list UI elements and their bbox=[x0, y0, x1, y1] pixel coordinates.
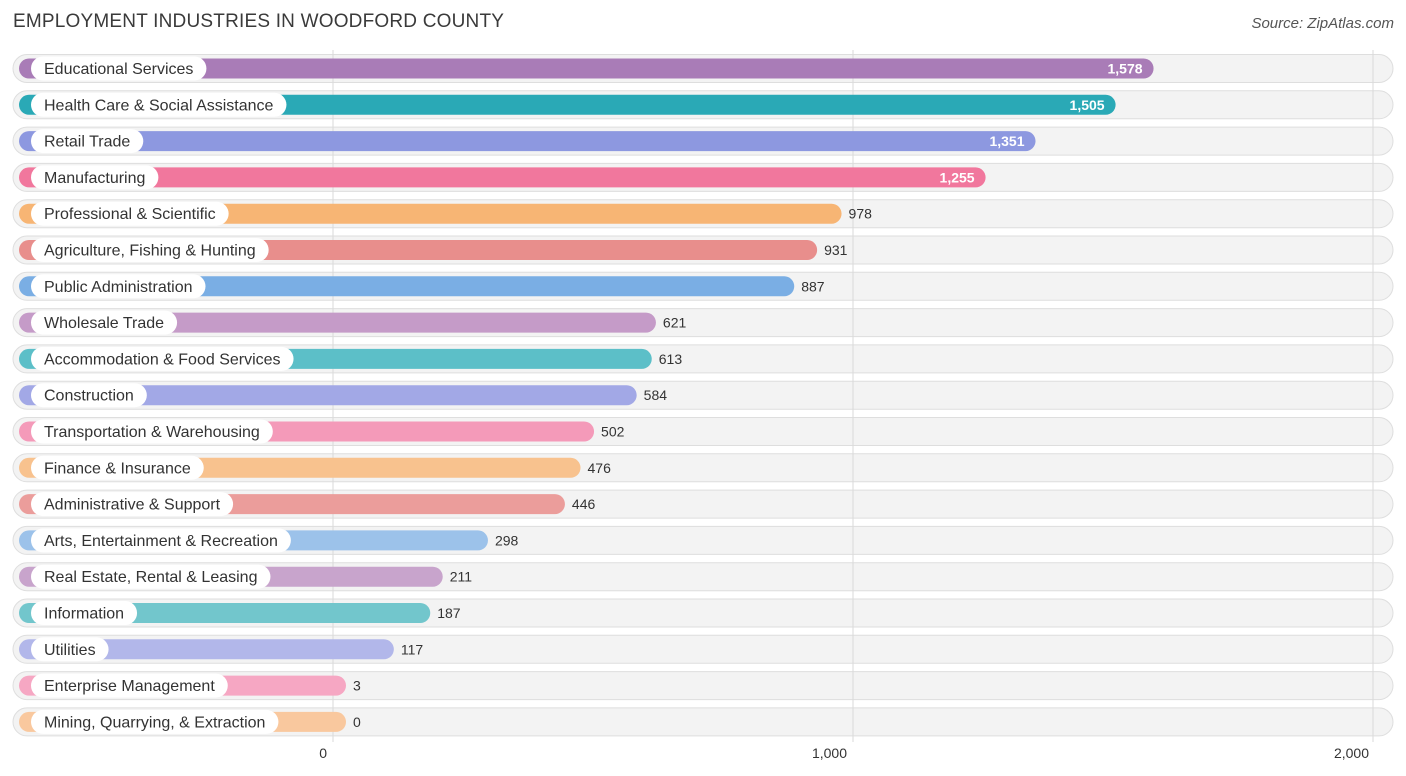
value-label: 887 bbox=[801, 278, 825, 294]
category-label: Public Administration bbox=[44, 279, 193, 296]
category-label-pill bbox=[31, 492, 234, 517]
category-label-pill bbox=[31, 346, 294, 371]
value-label: 502 bbox=[601, 424, 625, 440]
value-label: 621 bbox=[663, 315, 687, 331]
value-label: 613 bbox=[659, 351, 683, 367]
value-label: 1,505 bbox=[1070, 97, 1105, 113]
row-background bbox=[12, 671, 1394, 701]
category-label: Accommodation & Food Services bbox=[44, 351, 281, 368]
value-label: 211 bbox=[450, 569, 473, 585]
category-label: Construction bbox=[44, 388, 134, 405]
value-label: 3 bbox=[353, 678, 361, 694]
category-label-pill bbox=[31, 274, 206, 299]
chart-title: EMPLOYMENT INDUSTRIES IN WOODFORD COUNTY bbox=[13, 11, 505, 32]
category-label: Mining, Quarrying, & Extraction bbox=[44, 714, 265, 731]
value-label: 1,255 bbox=[940, 169, 975, 185]
bar bbox=[19, 94, 1116, 115]
category-label-pill bbox=[31, 238, 269, 262]
category-label: Professional & Scientific bbox=[44, 206, 216, 223]
category-label: Health Care & Social Assistance bbox=[44, 97, 274, 114]
category-label-pill bbox=[31, 709, 279, 734]
value-label: 298 bbox=[495, 532, 519, 548]
value-label: 1,578 bbox=[1108, 61, 1143, 77]
value-label: 1,351 bbox=[989, 133, 1024, 149]
value-label: 931 bbox=[824, 242, 848, 258]
value-label: 978 bbox=[849, 206, 873, 222]
value-label: 446 bbox=[572, 496, 596, 512]
category-label-pill bbox=[31, 601, 138, 625]
category-label-pill bbox=[31, 419, 273, 444]
category-label-pill bbox=[31, 129, 144, 154]
x-tick-label: 2,000 bbox=[1334, 745, 1369, 761]
value-label: 0 bbox=[353, 714, 361, 730]
category-label: Transportation & Warehousing bbox=[44, 424, 260, 441]
category-label: Educational Services bbox=[44, 61, 193, 78]
category-label-pill bbox=[31, 673, 228, 698]
category-label-pill bbox=[31, 92, 287, 117]
category-label-pill bbox=[31, 201, 229, 226]
value-label: 584 bbox=[644, 387, 668, 403]
category-label: Real Estate, Rental & Leasing bbox=[44, 569, 257, 586]
value-label: 117 bbox=[401, 641, 424, 657]
bar bbox=[19, 639, 394, 660]
bar bbox=[19, 385, 637, 406]
category-label: Enterprise Management bbox=[44, 678, 215, 695]
x-tick-label: 0 bbox=[319, 745, 327, 761]
bar bbox=[19, 58, 1154, 79]
category-label-pill bbox=[31, 455, 204, 480]
category-label: Finance & Insurance bbox=[44, 460, 191, 477]
source-label: Source: ZipAtlas.com bbox=[1251, 15, 1394, 32]
category-label: Wholesale Trade bbox=[44, 315, 164, 332]
category-label-pill bbox=[31, 56, 207, 81]
category-label: Retail Trade bbox=[44, 134, 130, 151]
x-tick-label: 1,000 bbox=[812, 745, 847, 761]
value-label: 187 bbox=[437, 605, 461, 621]
category-label-pill bbox=[31, 383, 147, 408]
category-label: Information bbox=[44, 606, 124, 623]
category-label: Manufacturing bbox=[44, 170, 145, 187]
bar bbox=[19, 312, 656, 333]
category-label: Administrative & Support bbox=[44, 497, 221, 514]
category-label-pill bbox=[31, 637, 109, 662]
bar bbox=[19, 167, 986, 188]
row-background bbox=[12, 707, 1394, 737]
category-label-pill bbox=[31, 310, 178, 335]
bar bbox=[19, 131, 1036, 152]
category-label: Agriculture, Fishing & Hunting bbox=[44, 243, 256, 260]
category-label: Utilities bbox=[44, 642, 96, 659]
bar bbox=[19, 276, 795, 297]
category-label: Arts, Entertainment & Recreation bbox=[44, 533, 278, 550]
category-label-pill bbox=[31, 165, 159, 190]
value-label: 476 bbox=[588, 460, 612, 476]
category-label-pill bbox=[31, 528, 291, 553]
category-label-pill bbox=[31, 564, 271, 589]
